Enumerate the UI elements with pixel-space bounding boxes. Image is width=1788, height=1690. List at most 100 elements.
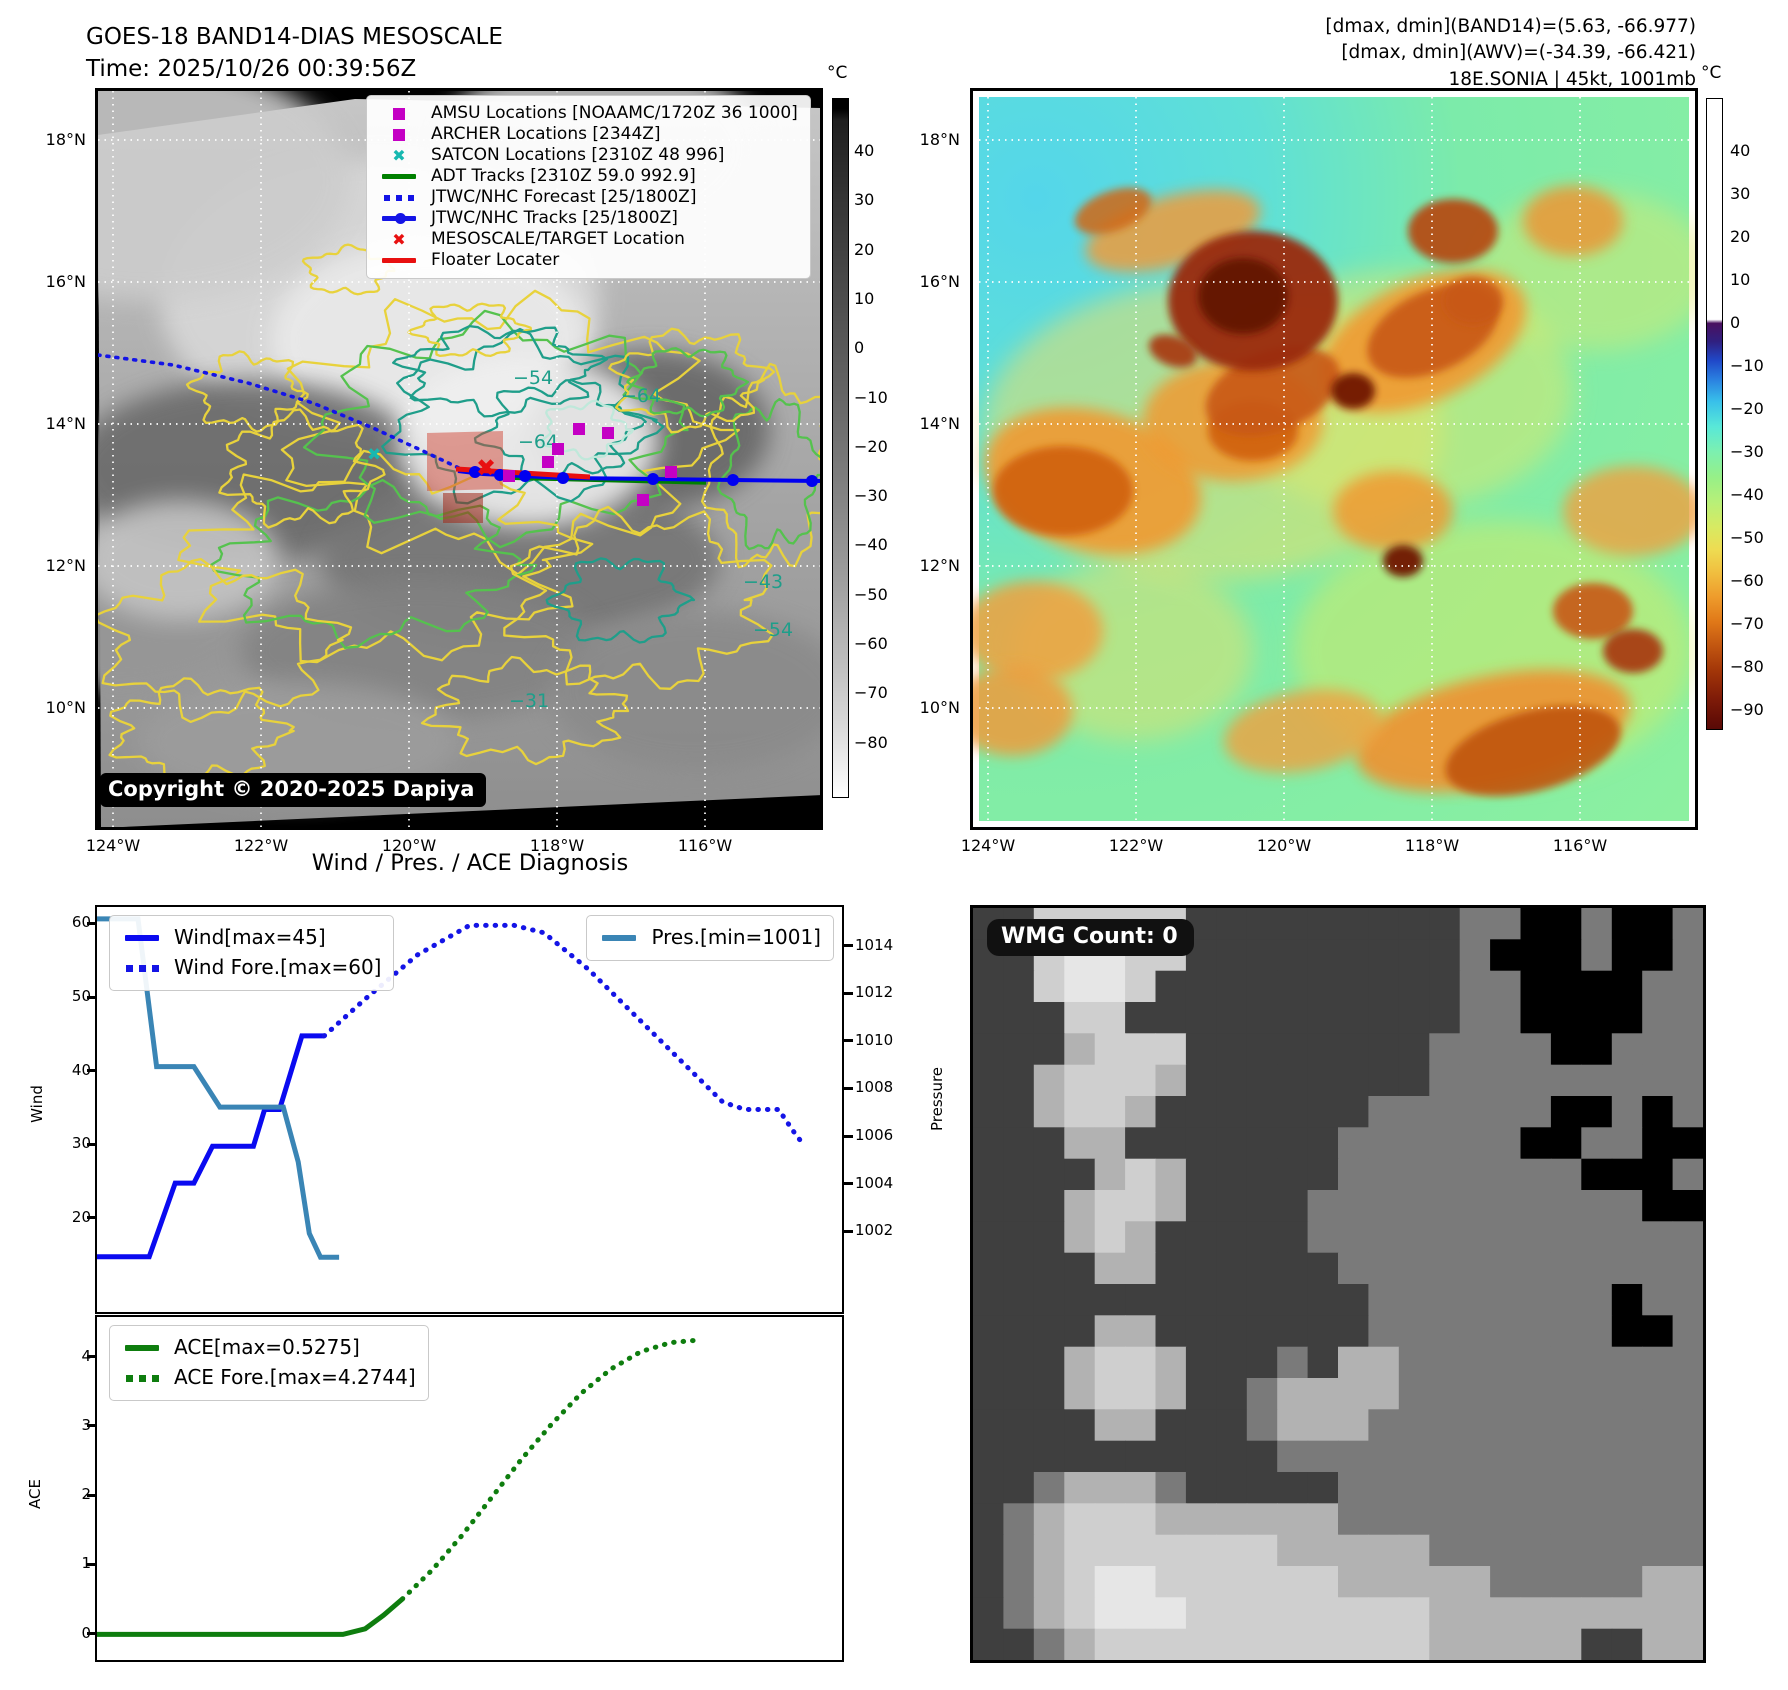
- wmg-cell: [1368, 1158, 1400, 1191]
- wmg-cell: [1307, 970, 1339, 1003]
- wmg-cell: [1185, 1346, 1217, 1379]
- axis-tick-mark: [843, 1229, 853, 1233]
- mesoscale-target-x[interactable]: ✖: [476, 454, 496, 482]
- awv-colorbar-tick: −90: [1730, 700, 1764, 719]
- wmg-mask-panel[interactable]: WMG Count: 0: [970, 905, 1706, 1663]
- awv-colorbar-tick: 30: [1730, 184, 1751, 203]
- ir-colorbar-tick: 10: [854, 288, 875, 308]
- wmg-cell: [1246, 1534, 1278, 1567]
- wmg-cell: [1094, 1597, 1126, 1630]
- wmg-cell: [1125, 1284, 1157, 1316]
- wmg-cell: [1429, 1221, 1461, 1254]
- wmg-cell: [1398, 1566, 1430, 1598]
- wmg-cell: [1611, 908, 1643, 940]
- amsu-location-marker[interactable]: [602, 427, 614, 439]
- wmg-cell: [973, 1440, 1004, 1473]
- track-point-marker[interactable]: [727, 474, 739, 486]
- wmg-cell: [1611, 1440, 1643, 1473]
- wmg-cell: [1185, 1315, 1217, 1348]
- wmg-cell: [1459, 1472, 1491, 1504]
- awv-color-map[interactable]: [970, 88, 1698, 830]
- ace-chart[interactable]: ACE[max=0.5275] ACE Fore.[max=4.2744]: [95, 1315, 844, 1662]
- contour-value-label: −64: [518, 431, 558, 453]
- wmg-cell: [1398, 908, 1430, 940]
- wmg-cell: [1611, 970, 1643, 1003]
- wmg-cell: [1216, 1628, 1248, 1660]
- wmg-cell: [1033, 1378, 1065, 1410]
- wmg-cell: [1064, 1284, 1096, 1316]
- wmg-cell: [1155, 1472, 1187, 1504]
- wmg-cell: [1155, 1534, 1187, 1567]
- amsu-location-marker[interactable]: [665, 466, 677, 478]
- wmg-cell: [1338, 970, 1369, 1003]
- wmg-cell: [1642, 1252, 1674, 1285]
- wmg-cell: [1581, 970, 1613, 1003]
- wmg-cell: [1642, 1534, 1674, 1567]
- track-point-marker[interactable]: [469, 466, 481, 478]
- track-point-marker[interactable]: [519, 470, 531, 482]
- wmg-cell: [1672, 1472, 1703, 1504]
- amsu-location-marker[interactable]: [552, 443, 564, 455]
- wmg-cell: [1003, 1190, 1035, 1222]
- series-ace-max-0-5275-: [97, 1597, 405, 1637]
- ir-satellite-map[interactable]: −54 −64 −64 −31 −43 −54 ✖ ✖ AMSU Locations [NOA…: [95, 88, 823, 830]
- amsu-location-marker[interactable]: [637, 494, 649, 506]
- wmg-cell: [1459, 1534, 1491, 1567]
- ir-colorbar-tick: −30: [854, 486, 888, 506]
- ir-colorbar-tick: 20: [854, 239, 875, 259]
- wmg-cell: [1003, 1064, 1035, 1097]
- wmg-cell: [1185, 1628, 1217, 1660]
- wmg-cell: [1094, 1440, 1126, 1473]
- wmg-cell: [1246, 1315, 1278, 1348]
- wmg-cell: [1459, 1315, 1491, 1348]
- wmg-cell: [1520, 1409, 1552, 1442]
- wmg-cell: [1338, 1064, 1369, 1097]
- wmg-cell: [1642, 1190, 1674, 1222]
- wmg-cell: [1033, 1033, 1065, 1066]
- wmg-cell: [1581, 1064, 1613, 1097]
- wmg-cell: [1277, 1158, 1309, 1191]
- wmg-cell: [1459, 1597, 1491, 1630]
- wmg-cell: [1642, 908, 1674, 940]
- wmg-cell: [1429, 1252, 1461, 1285]
- legend-item-label: ADT Tracks [2310Z 59.0 992.9]: [431, 165, 696, 186]
- ace-legend: ACE[max=0.5275] ACE Fore.[max=4.2744]: [109, 1325, 429, 1401]
- wmg-cell: [1429, 1378, 1461, 1410]
- amsu-location-marker[interactable]: [503, 470, 515, 482]
- wmg-cell: [1611, 1252, 1643, 1285]
- chart-ytick-right: 1014: [855, 935, 894, 954]
- track-point-marker[interactable]: [806, 475, 818, 487]
- wmg-cell: [1672, 1221, 1703, 1254]
- wmg-cell: [1550, 1440, 1582, 1473]
- wmg-cell: [1368, 1597, 1400, 1630]
- wmg-cell: [1307, 1127, 1339, 1160]
- wmg-cell: [1642, 1597, 1674, 1630]
- wmg-cell: [1429, 1628, 1461, 1660]
- wind-pressure-chart[interactable]: Wind[max=45] Wind Fore.[max=60] Pres.[min…: [95, 905, 844, 1314]
- wmg-cell: [1094, 1033, 1126, 1066]
- ace-axis-title: ACE: [25, 1479, 44, 1509]
- track-point-marker[interactable]: [557, 472, 569, 484]
- wmg-cell: [973, 1002, 1004, 1034]
- wmg-cell: [1581, 1252, 1613, 1285]
- wmg-cell: [1642, 1096, 1674, 1128]
- wmg-cell: [1216, 1315, 1248, 1348]
- wmg-cell: [1672, 1252, 1703, 1285]
- wmg-cell: [1094, 1096, 1126, 1128]
- amsu-location-marker[interactable]: [573, 423, 585, 435]
- wmg-cell: [1520, 970, 1552, 1003]
- wmg-cell: [1672, 1346, 1703, 1379]
- wmg-cell: [1611, 1597, 1643, 1630]
- map2-lat-label: 18°N: [919, 130, 960, 149]
- wmg-cell: [1338, 1127, 1369, 1160]
- wmg-cell: [1490, 1190, 1522, 1222]
- track-point-marker[interactable]: [647, 473, 659, 485]
- wmg-cell: [1459, 1221, 1491, 1254]
- line-marker-icon: [120, 935, 164, 941]
- wmg-cell: [1155, 1096, 1187, 1128]
- wmg-cell: [1033, 1096, 1065, 1128]
- wmg-cell: [1490, 1472, 1522, 1504]
- satcon-location-x[interactable]: ✖: [367, 445, 381, 465]
- amsu-location-marker[interactable]: [542, 456, 554, 468]
- wmg-cell: [1125, 1315, 1157, 1348]
